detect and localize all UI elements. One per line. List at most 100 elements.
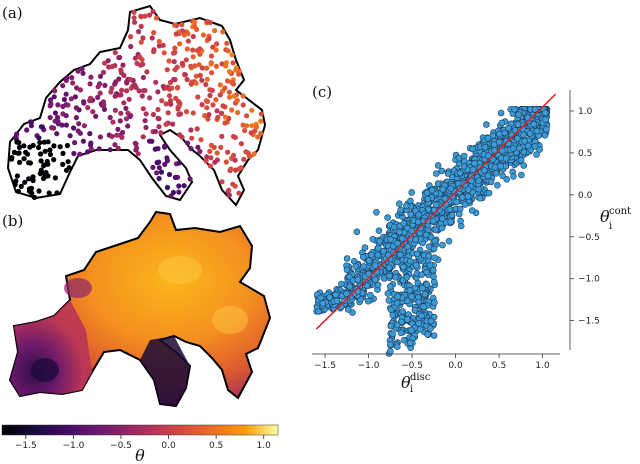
map-point bbox=[213, 63, 219, 69]
map-point bbox=[146, 12, 153, 18]
map-point bbox=[63, 167, 70, 173]
map-point bbox=[140, 74, 146, 81]
scatter-point bbox=[398, 235, 406, 242]
map-point bbox=[74, 85, 80, 91]
scatter-point bbox=[542, 109, 549, 117]
map-point bbox=[42, 148, 48, 154]
map-point bbox=[179, 60, 185, 66]
map-point bbox=[73, 115, 79, 121]
map-point bbox=[226, 192, 232, 198]
x-axis-label-sub: i bbox=[410, 384, 413, 395]
map-point bbox=[159, 98, 165, 104]
scatter-point bbox=[426, 261, 434, 269]
map-point bbox=[211, 144, 217, 150]
map-point bbox=[173, 95, 179, 101]
map-point bbox=[207, 148, 213, 154]
scatter-point bbox=[374, 251, 382, 259]
scatter-point bbox=[400, 263, 407, 271]
scatter-point bbox=[429, 266, 437, 274]
map-point bbox=[85, 149, 91, 155]
map-point bbox=[174, 64, 180, 70]
map-point bbox=[204, 76, 210, 82]
scatter-point bbox=[490, 141, 498, 148]
map-point bbox=[123, 116, 129, 122]
map-point bbox=[137, 54, 143, 60]
scatter-point bbox=[326, 294, 334, 301]
scatter-point bbox=[366, 291, 374, 299]
x-axis-label-main: θ bbox=[401, 373, 411, 392]
map-point bbox=[14, 173, 20, 179]
map-point bbox=[188, 81, 194, 87]
map-point bbox=[45, 139, 51, 145]
scatter-point bbox=[484, 134, 492, 142]
scatter-point bbox=[394, 293, 401, 300]
scatter-point bbox=[387, 236, 394, 243]
y-tick-label: −0.5 bbox=[578, 233, 600, 243]
map-point bbox=[253, 124, 260, 130]
scatter-point bbox=[433, 201, 440, 209]
map-point bbox=[63, 91, 69, 97]
map-point bbox=[245, 150, 251, 156]
map-point bbox=[185, 38, 191, 44]
scatter-point bbox=[408, 293, 416, 300]
map-point bbox=[258, 118, 264, 124]
map-point bbox=[107, 114, 113, 121]
map-point bbox=[215, 114, 221, 120]
scatter-point bbox=[423, 280, 431, 288]
map-point bbox=[168, 193, 174, 199]
map-point bbox=[15, 150, 21, 156]
map-point bbox=[60, 161, 66, 167]
scatter-point bbox=[460, 152, 468, 160]
map-point bbox=[164, 158, 171, 164]
map-point bbox=[240, 102, 246, 108]
map-point bbox=[87, 81, 93, 87]
map-point bbox=[167, 79, 174, 85]
map-point bbox=[183, 109, 190, 115]
scatter-point bbox=[380, 247, 387, 255]
scatter-point bbox=[438, 167, 446, 175]
map-point bbox=[234, 97, 240, 104]
map-point bbox=[179, 22, 185, 28]
scatter-point bbox=[353, 228, 361, 236]
map-point bbox=[68, 96, 74, 102]
map-point bbox=[230, 152, 237, 158]
scatter-point bbox=[424, 331, 431, 338]
map-point bbox=[255, 134, 261, 140]
map-point bbox=[116, 76, 122, 82]
scatter-point bbox=[460, 163, 468, 170]
y-tick-label: 0.0 bbox=[578, 191, 593, 201]
map-point bbox=[79, 66, 85, 72]
map-point bbox=[149, 35, 155, 41]
map-point bbox=[171, 59, 177, 65]
map-point bbox=[219, 179, 225, 185]
scatter-point bbox=[514, 121, 522, 128]
map-point bbox=[208, 61, 214, 67]
scatter-point bbox=[407, 211, 415, 218]
scatter-point bbox=[509, 145, 517, 152]
scatter-point bbox=[481, 143, 489, 151]
map-point bbox=[229, 52, 235, 58]
map-point bbox=[71, 125, 77, 131]
map-point bbox=[220, 29, 226, 35]
map-point bbox=[229, 107, 235, 113]
scatter-point bbox=[333, 297, 341, 305]
map-point bbox=[142, 87, 148, 94]
map-point bbox=[138, 13, 144, 19]
scatter-point bbox=[406, 339, 414, 347]
scatter-point bbox=[408, 189, 416, 196]
map-point bbox=[47, 151, 54, 158]
scatter-point bbox=[363, 282, 371, 290]
map-point bbox=[231, 93, 237, 99]
scatter-point bbox=[542, 126, 550, 133]
map-point bbox=[155, 89, 161, 95]
map-point bbox=[143, 111, 149, 117]
fit-line bbox=[315, 93, 557, 330]
map-point bbox=[155, 106, 161, 113]
map-point bbox=[230, 181, 236, 187]
map-point bbox=[118, 110, 124, 116]
map-point bbox=[40, 175, 47, 181]
scatter-point bbox=[422, 231, 430, 239]
x-tick-label: 0.0 bbox=[448, 361, 463, 371]
map-point bbox=[45, 173, 51, 179]
map-point bbox=[175, 106, 181, 112]
